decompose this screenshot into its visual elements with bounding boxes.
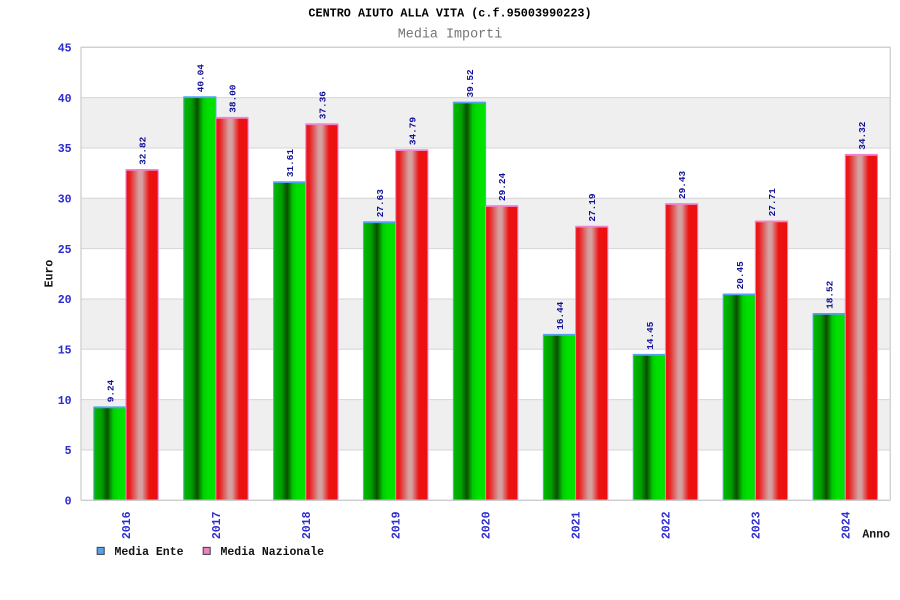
svg-text:Media Nazionale: Media Nazionale xyxy=(221,546,325,559)
svg-text:Euro: Euro xyxy=(44,260,57,288)
svg-text:27.63: 27.63 xyxy=(375,189,386,218)
svg-text:2022: 2022 xyxy=(661,511,674,539)
svg-text:35: 35 xyxy=(58,143,72,156)
svg-text:2021: 2021 xyxy=(571,511,584,539)
svg-text:Media Importi: Media Importi xyxy=(398,28,502,43)
svg-text:45: 45 xyxy=(58,43,72,56)
svg-text:2017: 2017 xyxy=(211,511,224,539)
svg-text:34.79: 34.79 xyxy=(407,117,418,146)
svg-text:20.45: 20.45 xyxy=(735,261,746,290)
svg-text:40: 40 xyxy=(58,93,72,106)
svg-text:9.24: 9.24 xyxy=(105,379,116,402)
svg-text:10: 10 xyxy=(58,395,72,408)
svg-text:38.00: 38.00 xyxy=(228,84,239,113)
svg-text:37.36: 37.36 xyxy=(317,91,328,120)
svg-text:18.52: 18.52 xyxy=(825,280,836,309)
svg-text:2023: 2023 xyxy=(750,511,763,539)
svg-text:2024: 2024 xyxy=(840,511,853,539)
svg-text:0: 0 xyxy=(65,496,72,509)
svg-text:29.43: 29.43 xyxy=(677,170,688,199)
svg-text:Anno: Anno xyxy=(862,529,890,542)
svg-text:20: 20 xyxy=(58,294,72,307)
svg-text:15: 15 xyxy=(58,345,72,358)
svg-text:Media Ente: Media Ente xyxy=(115,546,184,559)
svg-text:2018: 2018 xyxy=(301,511,314,539)
svg-text:30: 30 xyxy=(58,194,72,207)
svg-text:2016: 2016 xyxy=(121,511,134,539)
svg-text:29.24: 29.24 xyxy=(497,172,508,201)
svg-text:32.82: 32.82 xyxy=(138,136,149,165)
svg-text:34.32: 34.32 xyxy=(857,121,868,150)
svg-text:14.45: 14.45 xyxy=(645,321,656,350)
svg-text:31.61: 31.61 xyxy=(285,149,296,178)
svg-text:27.71: 27.71 xyxy=(767,188,778,217)
svg-text:40.04: 40.04 xyxy=(195,64,206,93)
svg-text:27.19: 27.19 xyxy=(587,193,598,222)
svg-text:16.44: 16.44 xyxy=(555,301,566,330)
svg-text:CENTRO AIUTO ALLA VITA (c.f.95: CENTRO AIUTO ALLA VITA (c.f.95003990223) xyxy=(308,7,591,21)
svg-text:39.52: 39.52 xyxy=(465,69,476,98)
svg-text:2019: 2019 xyxy=(391,511,404,539)
svg-text:5: 5 xyxy=(65,445,72,458)
svg-text:25: 25 xyxy=(58,244,72,257)
svg-text:2020: 2020 xyxy=(481,511,494,539)
